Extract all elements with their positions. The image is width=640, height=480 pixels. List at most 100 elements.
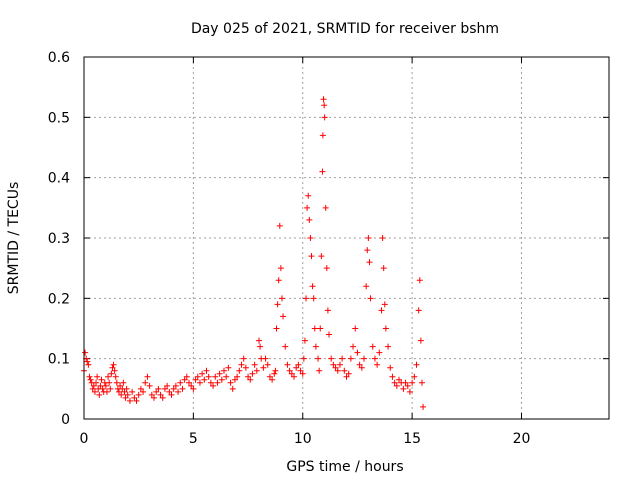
data-point (196, 379, 203, 386)
data-point (234, 373, 241, 380)
data-point (271, 370, 278, 377)
data-point (387, 364, 394, 371)
data-point (192, 376, 199, 383)
data-point (305, 192, 312, 199)
data-point (120, 379, 127, 386)
data-point (111, 367, 118, 374)
data-point (166, 388, 173, 395)
data-point (330, 361, 337, 368)
data-point (240, 355, 247, 362)
x-axis-label: GPS time / hours (286, 459, 403, 475)
data-point (371, 355, 378, 362)
data-point (177, 379, 184, 386)
data-point (181, 376, 188, 383)
data-point (146, 382, 153, 389)
data-point (179, 385, 186, 392)
data-point (274, 301, 281, 308)
y-tick-label: 0.2 (48, 291, 70, 307)
x-tick-label: 15 (403, 431, 421, 447)
data-point (376, 349, 383, 356)
data-point (172, 382, 179, 389)
x-tick-label: 20 (513, 431, 531, 447)
data-point (319, 168, 326, 175)
data-point (201, 376, 208, 383)
data-point (231, 376, 238, 383)
data-point (293, 364, 300, 371)
data-point (151, 394, 157, 401)
data-point (122, 394, 129, 401)
data-point (266, 373, 273, 380)
data-point (105, 373, 112, 380)
data-point (300, 355, 307, 362)
data-point (389, 373, 396, 380)
y-tick-label: 0.1 (48, 352, 70, 368)
data-point (341, 367, 348, 374)
data-point (326, 331, 332, 338)
data-point (396, 376, 402, 383)
data-point (157, 391, 164, 398)
data-point (142, 379, 149, 386)
data-point (306, 216, 313, 223)
data-point (322, 204, 329, 211)
data-point (319, 132, 326, 139)
data-point (324, 307, 331, 314)
data-point (249, 370, 256, 377)
data-point (110, 361, 117, 368)
data-point (365, 235, 372, 241)
data-point (381, 301, 388, 308)
data-point (210, 382, 217, 389)
data-point (347, 355, 354, 362)
data-point (354, 349, 361, 356)
data-point (256, 337, 262, 344)
data-point (205, 373, 212, 380)
x-tick-label: 0 (80, 431, 89, 447)
data-point (374, 361, 381, 368)
data-point (183, 373, 190, 380)
data-point (117, 382, 124, 389)
data-point (282, 343, 289, 350)
tick-labels: 0 5 10 15 20 0 0.1 0.2 0.3 0.4 0.5 0.6 (48, 50, 531, 447)
data-point (413, 361, 420, 368)
data-point (295, 361, 302, 368)
data-point (123, 385, 130, 392)
data-point (358, 364, 365, 371)
data-point (253, 367, 260, 374)
data-point (416, 277, 423, 284)
data-point (218, 376, 225, 383)
data-point (316, 367, 323, 374)
data-point (299, 370, 306, 377)
data-point (126, 397, 133, 404)
data-point (164, 382, 171, 389)
data-point (310, 295, 317, 302)
data-point (108, 370, 115, 377)
data-point (288, 370, 295, 377)
data-point (129, 388, 136, 395)
data-point (301, 337, 308, 344)
data-point (391, 379, 398, 386)
data-point (161, 385, 168, 392)
data-point (318, 253, 325, 260)
data-point (91, 388, 98, 395)
data-point (251, 361, 258, 368)
data-point (175, 388, 182, 395)
data-point (121, 388, 128, 395)
data-point (350, 343, 357, 350)
data-point (420, 403, 427, 410)
grid (84, 57, 609, 419)
data-point (366, 259, 373, 266)
data-point (236, 367, 243, 374)
data-point (264, 361, 271, 368)
x-tick-label: 5 (189, 431, 198, 447)
data-point (96, 391, 103, 398)
data-points (81, 96, 427, 410)
data-point (385, 343, 392, 350)
data-point (94, 373, 101, 380)
data-point (418, 379, 425, 386)
data-point (103, 388, 110, 395)
data-point (227, 379, 234, 386)
data-point (406, 388, 413, 395)
data-point (415, 307, 422, 314)
data-point (297, 367, 304, 374)
data-point (116, 388, 122, 395)
data-point (280, 313, 287, 320)
